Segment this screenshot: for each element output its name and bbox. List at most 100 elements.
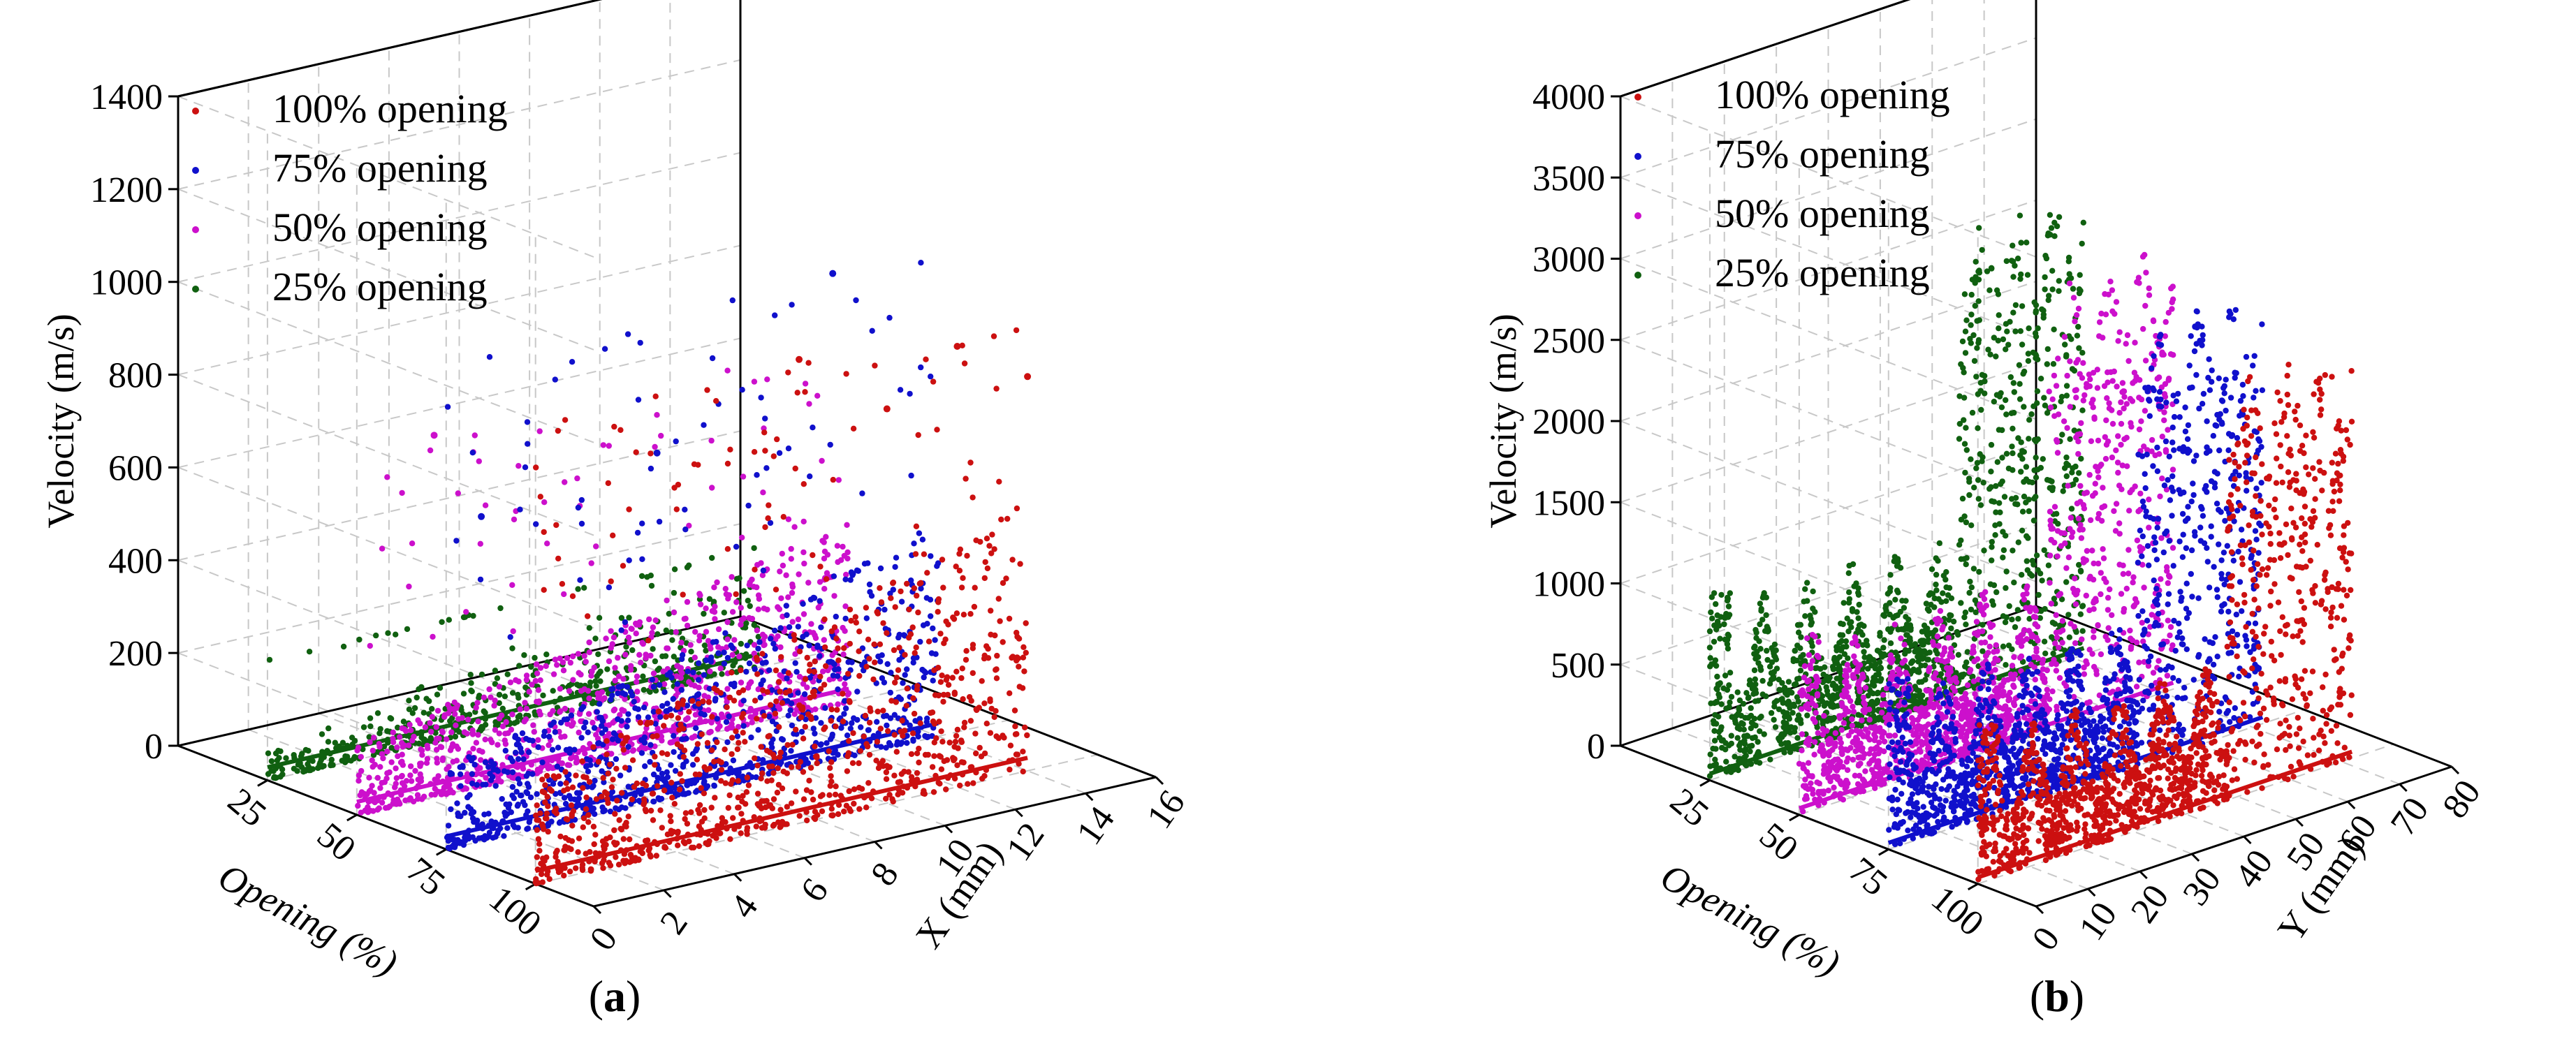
data-point: [460, 764, 465, 769]
data-point: [912, 718, 918, 723]
data-point: [416, 686, 421, 692]
data-point: [573, 865, 578, 871]
data-point: [1966, 590, 1972, 596]
data-point: [355, 803, 360, 809]
data-point: [647, 689, 652, 695]
data-point: [2069, 470, 2074, 476]
data-point: [1783, 740, 1788, 746]
data-point: [535, 737, 541, 743]
data-point: [614, 797, 620, 803]
data-point: [818, 742, 824, 747]
data-point: [550, 747, 555, 753]
series-100: [533, 327, 1031, 887]
data-point: [2042, 651, 2048, 656]
data-point: [541, 733, 547, 739]
data-point: [806, 401, 812, 406]
data-point: [899, 599, 905, 605]
data-point: [806, 778, 812, 783]
data-point: [2047, 212, 2053, 218]
data-point: [431, 432, 438, 439]
data-point: [819, 458, 824, 464]
data-point: [642, 735, 647, 740]
data-point: [2044, 256, 2049, 261]
data-point: [840, 544, 845, 550]
data-point: [2078, 568, 2084, 574]
data-point: [928, 710, 933, 716]
data-point: [648, 573, 654, 578]
data-point: [1764, 648, 1769, 654]
data-point: [1963, 318, 1969, 323]
data-point: [1925, 606, 1931, 612]
data-point: [1794, 735, 1800, 741]
data-point: [1976, 569, 1982, 575]
data-point: [1973, 303, 1978, 309]
data-point: [688, 649, 694, 654]
data-point: [2033, 494, 2038, 499]
data-point: [771, 796, 777, 802]
data-point: [1855, 590, 1861, 596]
data-point: [784, 804, 790, 809]
data-point: [629, 626, 634, 631]
data-point: [616, 806, 622, 812]
data-point: [642, 763, 647, 769]
data-point: [880, 620, 886, 626]
data-point: [849, 569, 854, 575]
data-point: [847, 698, 852, 704]
data-point: [1723, 759, 1729, 765]
data-point: [884, 406, 891, 413]
data-point: [603, 635, 608, 641]
data-point: [358, 768, 364, 774]
data-point: [741, 698, 747, 703]
data-point: [372, 762, 378, 767]
data-point: [267, 657, 272, 663]
data-point: [643, 806, 648, 812]
data-point: [603, 751, 609, 757]
data-point: [1976, 496, 1982, 501]
data-point: [924, 716, 930, 721]
data-point: [439, 728, 445, 734]
data-point: [446, 823, 451, 828]
data-point: [759, 806, 764, 811]
data-point: [349, 735, 355, 740]
data-point: [1962, 470, 1968, 476]
data-point: [1875, 690, 1880, 695]
data-point: [661, 723, 666, 728]
data-point: [673, 439, 679, 444]
data-point: [830, 672, 836, 678]
data-point: [884, 776, 889, 782]
data-point: [529, 771, 535, 776]
data-point: [2011, 380, 2017, 385]
data-point: [453, 538, 459, 543]
data-point: [879, 599, 884, 605]
data-point: [472, 432, 478, 438]
data-point: [1877, 659, 1882, 665]
data-point: [647, 742, 653, 748]
data-point: [1808, 616, 1813, 621]
data-point: [777, 807, 783, 813]
data-point: [370, 748, 376, 753]
data-point: [1971, 277, 1977, 283]
legend-label: 50% opening: [272, 205, 488, 250]
data-point: [668, 763, 673, 768]
data-point: [659, 750, 665, 756]
data-point: [574, 476, 580, 481]
legend-label: 25% opening: [1715, 250, 1930, 295]
data-point: [796, 624, 801, 629]
data-point: [650, 677, 655, 682]
data-point: [1713, 686, 1719, 691]
data-point: [1971, 485, 1977, 490]
data-point: [2035, 388, 2040, 394]
data-point: [960, 665, 965, 671]
data-point: [724, 368, 730, 374]
data-point: [617, 427, 623, 433]
data-point: [495, 742, 500, 748]
data-point: [1979, 648, 1985, 654]
data-point: [1820, 721, 1825, 726]
data-point: [421, 710, 427, 716]
data-point: [814, 760, 820, 766]
data-point: [384, 749, 390, 754]
data-point: [1993, 589, 1999, 595]
z-tick-label: 800: [108, 356, 163, 396]
data-point: [2032, 437, 2037, 443]
data-point: [481, 708, 487, 714]
